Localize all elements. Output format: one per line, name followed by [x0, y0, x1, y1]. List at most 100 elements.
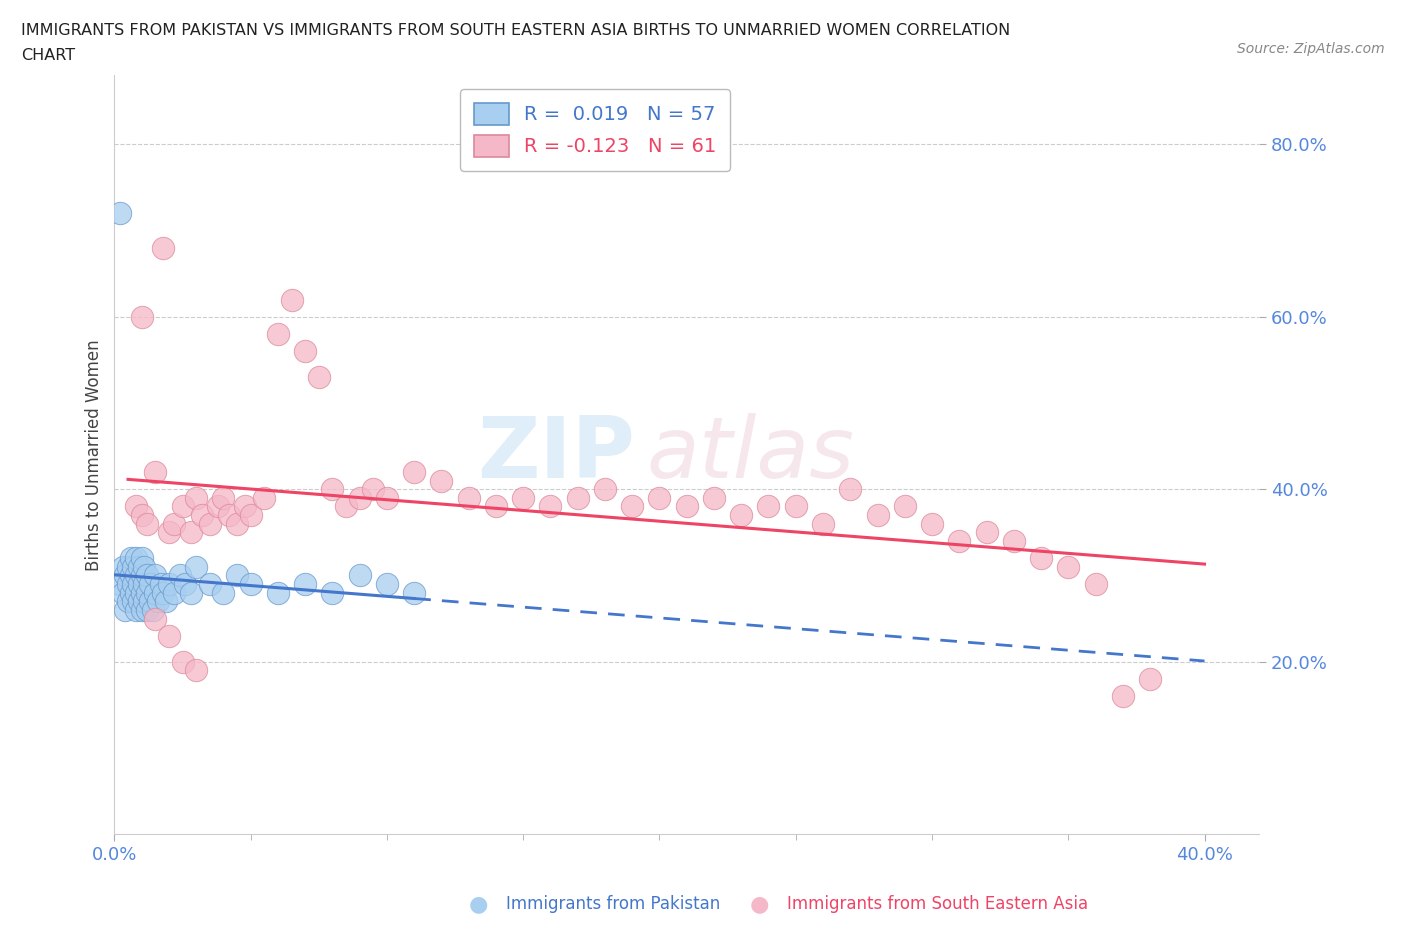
Point [648, 490, 671, 505]
Point [226, 516, 249, 531]
Point [430, 473, 453, 488]
Point [136, 585, 159, 600]
Text: ●: ● [749, 894, 769, 914]
Point [128, 594, 150, 609]
Point [1112, 689, 1135, 704]
Point [226, 568, 249, 583]
Point [198, 516, 221, 531]
Text: atlas: atlas [647, 413, 855, 497]
Point [839, 482, 862, 497]
Point [335, 499, 357, 514]
Text: Immigrants from South Eastern Asia: Immigrants from South Eastern Asia [787, 895, 1088, 913]
Point [593, 482, 616, 497]
Point [186, 663, 208, 678]
Point [308, 370, 330, 385]
Point [125, 585, 148, 600]
Point [111, 559, 134, 574]
Text: CHART: CHART [21, 48, 75, 63]
Point [404, 465, 426, 480]
Point [675, 499, 697, 514]
Point [540, 499, 562, 514]
Point [280, 292, 302, 307]
Point [131, 508, 153, 523]
Point [122, 559, 145, 574]
Point [131, 551, 153, 565]
Point [567, 490, 589, 505]
Point [239, 577, 262, 591]
Point [921, 516, 943, 531]
Point [1057, 559, 1080, 574]
Point [172, 499, 194, 514]
Point [730, 508, 752, 523]
Point [143, 465, 166, 480]
Point [125, 551, 148, 565]
Point [866, 508, 889, 523]
Point [122, 594, 145, 609]
Point [157, 577, 180, 591]
Point [136, 568, 159, 583]
Point [321, 585, 343, 600]
Text: IMMIGRANTS FROM PAKISTAN VS IMMIGRANTS FROM SOUTH EASTERN ASIA BIRTHS TO UNMARRI: IMMIGRANTS FROM PAKISTAN VS IMMIGRANTS F… [21, 23, 1011, 38]
Point [948, 534, 970, 549]
Point [163, 516, 186, 531]
Y-axis label: Births to Unmarried Women: Births to Unmarried Women [86, 339, 103, 571]
Legend: R =  0.019   N = 57, R = -0.123   N = 61: R = 0.019 N = 57, R = -0.123 N = 61 [460, 89, 730, 171]
Point [139, 577, 162, 591]
Point [114, 603, 136, 618]
Point [976, 525, 998, 539]
Point [1002, 534, 1025, 549]
Point [134, 577, 156, 591]
Point [349, 568, 371, 583]
Point [485, 499, 508, 514]
Point [139, 594, 162, 609]
Point [152, 241, 174, 256]
Point [143, 585, 166, 600]
Point [117, 559, 139, 574]
Point [212, 585, 235, 600]
Point [169, 568, 191, 583]
Point [120, 585, 142, 600]
Point [142, 603, 165, 618]
Point [136, 516, 159, 531]
Point [267, 326, 290, 341]
Point [253, 490, 276, 505]
Point [375, 577, 398, 591]
Point [128, 559, 150, 574]
Point [157, 525, 180, 539]
Text: Source: ZipAtlas.com: Source: ZipAtlas.com [1237, 42, 1385, 56]
Point [375, 490, 398, 505]
Text: Immigrants from Pakistan: Immigrants from Pakistan [506, 895, 720, 913]
Text: ●: ● [468, 894, 488, 914]
Point [120, 551, 142, 565]
Point [239, 508, 262, 523]
Point [349, 490, 371, 505]
Point [108, 577, 131, 591]
Point [111, 585, 134, 600]
Point [233, 499, 256, 514]
Point [117, 577, 139, 591]
Point [117, 594, 139, 609]
Point [146, 594, 169, 609]
Point [1084, 577, 1107, 591]
Point [114, 568, 136, 583]
Point [703, 490, 725, 505]
Point [131, 603, 153, 618]
Text: ZIP: ZIP [478, 413, 636, 497]
Point [128, 577, 150, 591]
Point [108, 206, 131, 220]
Point [131, 310, 153, 325]
Point [157, 629, 180, 644]
Point [218, 508, 240, 523]
Point [120, 568, 142, 583]
Point [131, 568, 153, 583]
Point [811, 516, 834, 531]
Point [457, 490, 479, 505]
Point [190, 508, 212, 523]
Point [163, 585, 186, 600]
Point [186, 490, 208, 505]
Point [186, 559, 208, 574]
Point [174, 577, 197, 591]
Point [512, 490, 534, 505]
Point [125, 603, 148, 618]
Point [180, 585, 202, 600]
